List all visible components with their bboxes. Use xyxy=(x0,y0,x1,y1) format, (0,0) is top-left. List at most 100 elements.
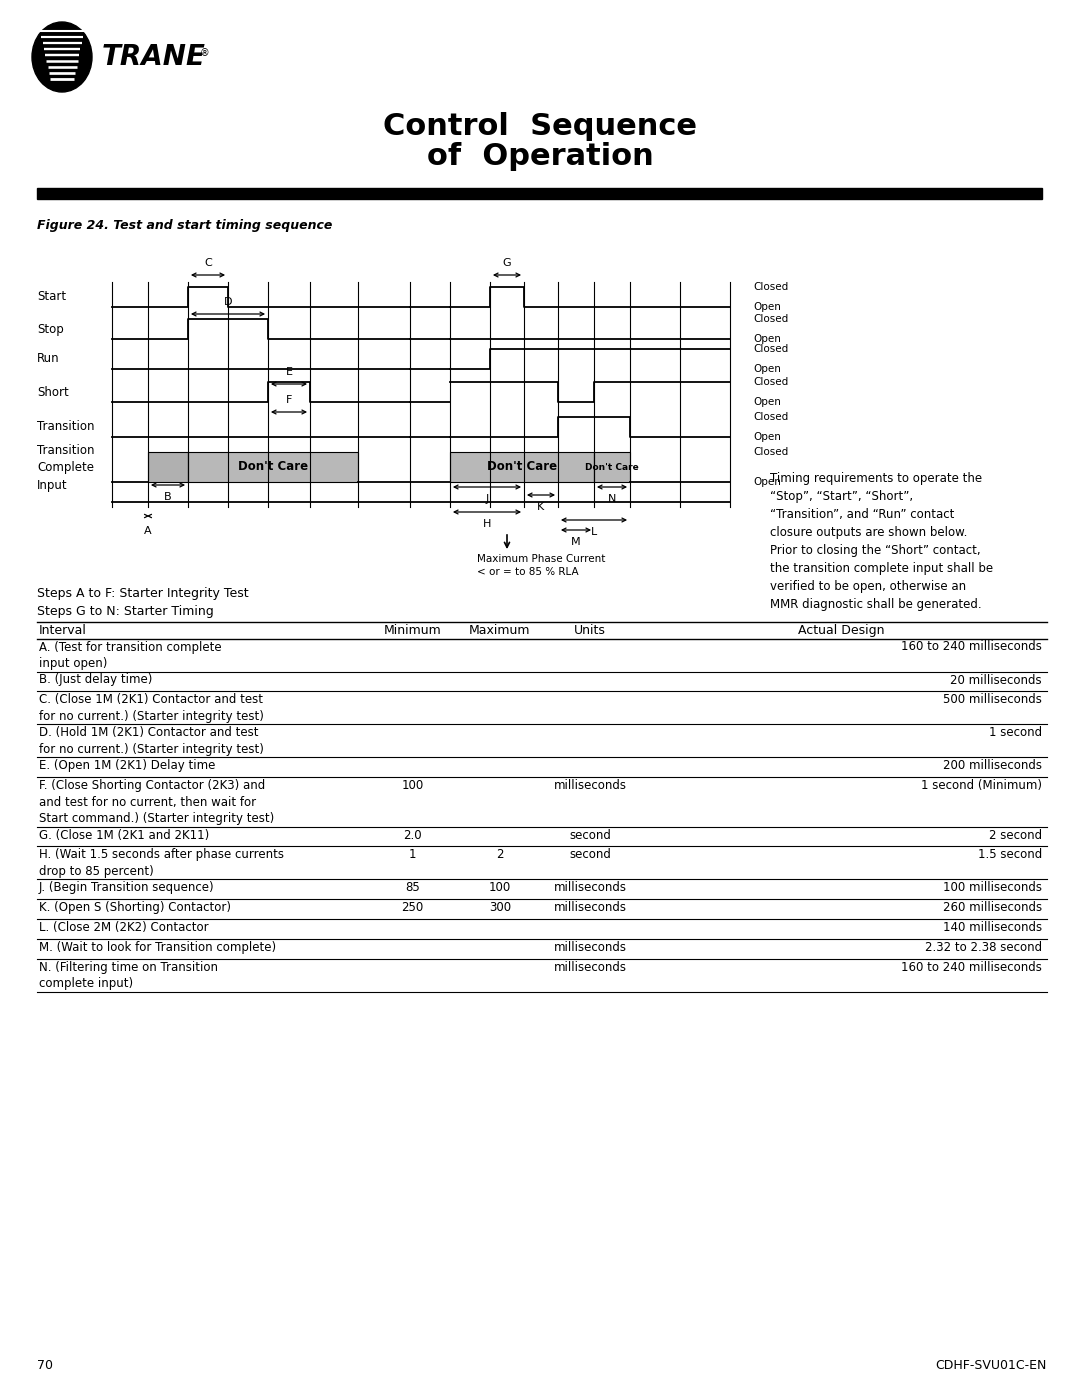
Text: D: D xyxy=(224,298,232,307)
Text: Closed: Closed xyxy=(753,412,788,422)
Text: second: second xyxy=(569,848,611,862)
Text: 160 to 240 milliseconds: 160 to 240 milliseconds xyxy=(901,961,1042,974)
Text: 2.0: 2.0 xyxy=(403,828,422,841)
Text: milliseconds: milliseconds xyxy=(554,961,626,974)
Text: and test for no current, then wait for: and test for no current, then wait for xyxy=(39,796,256,809)
Text: N: N xyxy=(608,495,617,504)
Text: Open: Open xyxy=(753,365,781,374)
Text: C. (Close 1M (2K1) Contactor and test: C. (Close 1M (2K1) Contactor and test xyxy=(39,693,264,707)
Text: A. (Test for transition complete: A. (Test for transition complete xyxy=(39,640,221,654)
Text: 300: 300 xyxy=(489,901,511,914)
Text: for no current.) (Starter integrity test): for no current.) (Starter integrity test… xyxy=(39,743,264,756)
Text: E: E xyxy=(285,367,293,377)
Text: G. (Close 1M (2K1 and 2K11): G. (Close 1M (2K1 and 2K11) xyxy=(39,828,210,841)
Text: E. (Open 1M (2K1) Delay time: E. (Open 1M (2K1) Delay time xyxy=(39,760,215,773)
Text: TRANE: TRANE xyxy=(102,43,206,71)
Text: complete input): complete input) xyxy=(39,977,133,990)
Text: Units: Units xyxy=(575,624,606,637)
Text: 20 milliseconds: 20 milliseconds xyxy=(950,673,1042,686)
Text: C: C xyxy=(204,258,212,268)
Bar xyxy=(450,453,594,482)
Text: Start: Start xyxy=(37,291,66,303)
Text: 2 second: 2 second xyxy=(989,828,1042,841)
Text: milliseconds: milliseconds xyxy=(554,780,626,792)
Text: ®: ® xyxy=(200,47,210,59)
Text: for no current.) (Starter integrity test): for no current.) (Starter integrity test… xyxy=(39,710,264,722)
Bar xyxy=(594,453,630,482)
Text: H. (Wait 1.5 seconds after phase currents: H. (Wait 1.5 seconds after phase current… xyxy=(39,848,284,862)
Text: milliseconds: milliseconds xyxy=(554,940,626,954)
Text: B: B xyxy=(164,492,172,502)
Text: 500 milliseconds: 500 milliseconds xyxy=(943,693,1042,707)
Text: F. (Close Shorting Contactor (2K3) and: F. (Close Shorting Contactor (2K3) and xyxy=(39,780,266,792)
Text: 2.32 to 2.38 second: 2.32 to 2.38 second xyxy=(924,940,1042,954)
Text: Steps A to F: Starter Integrity Test: Steps A to F: Starter Integrity Test xyxy=(37,587,248,599)
Text: Open: Open xyxy=(753,302,781,312)
Text: 1: 1 xyxy=(408,848,416,862)
Text: 100 milliseconds: 100 milliseconds xyxy=(943,882,1042,894)
Text: J: J xyxy=(485,495,488,504)
Text: Maximum: Maximum xyxy=(469,624,530,637)
Text: 1 second: 1 second xyxy=(989,726,1042,739)
Text: Open: Open xyxy=(753,476,781,488)
Text: L. (Close 2M (2K2) Contactor: L. (Close 2M (2K2) Contactor xyxy=(39,921,208,935)
Text: 100: 100 xyxy=(489,882,511,894)
Text: K. (Open S (Shorting) Contactor): K. (Open S (Shorting) Contactor) xyxy=(39,901,231,914)
Text: M. (Wait to look for Transition complete): M. (Wait to look for Transition complete… xyxy=(39,940,276,954)
Text: M: M xyxy=(571,536,581,548)
Text: Minimum: Minimum xyxy=(383,624,442,637)
Text: of  Operation: of Operation xyxy=(427,142,653,170)
Text: 160 to 240 milliseconds: 160 to 240 milliseconds xyxy=(901,640,1042,654)
Text: H: H xyxy=(483,520,491,529)
Text: Short: Short xyxy=(37,386,69,398)
Text: input open): input open) xyxy=(39,657,107,671)
Text: 140 milliseconds: 140 milliseconds xyxy=(943,921,1042,935)
Text: Actual Design: Actual Design xyxy=(798,624,885,637)
Text: 1.5 second: 1.5 second xyxy=(977,848,1042,862)
Text: Open: Open xyxy=(753,334,781,344)
Bar xyxy=(37,189,1042,198)
Text: Start command.) (Starter integrity test): Start command.) (Starter integrity test) xyxy=(39,812,274,826)
Text: G: G xyxy=(502,258,511,268)
Text: 85: 85 xyxy=(405,882,420,894)
Text: milliseconds: milliseconds xyxy=(554,901,626,914)
Text: 100: 100 xyxy=(402,780,423,792)
Text: 70: 70 xyxy=(37,1359,53,1372)
Text: K: K xyxy=(538,502,544,511)
Text: 2: 2 xyxy=(496,848,503,862)
Text: Run: Run xyxy=(37,352,59,366)
Ellipse shape xyxy=(32,22,92,92)
Text: 250: 250 xyxy=(402,901,423,914)
Text: 260 milliseconds: 260 milliseconds xyxy=(943,901,1042,914)
Text: 1 second (Minimum): 1 second (Minimum) xyxy=(921,780,1042,792)
Text: Transition: Transition xyxy=(37,420,95,433)
Text: Don't Care: Don't Care xyxy=(487,461,557,474)
Text: A: A xyxy=(145,527,152,536)
Text: Closed: Closed xyxy=(753,314,788,324)
Text: Closed: Closed xyxy=(753,282,788,292)
Text: Closed: Closed xyxy=(753,344,788,353)
Text: N. (Filtering time on Transition: N. (Filtering time on Transition xyxy=(39,961,218,974)
Text: Closed: Closed xyxy=(753,447,788,457)
Text: milliseconds: milliseconds xyxy=(554,882,626,894)
Text: Stop: Stop xyxy=(37,323,64,335)
Text: Interval: Interval xyxy=(39,624,86,637)
Text: Input: Input xyxy=(37,479,68,492)
Text: drop to 85 percent): drop to 85 percent) xyxy=(39,865,153,877)
Text: Control  Sequence: Control Sequence xyxy=(383,112,697,141)
Text: Timing requirements to operate the
“Stop”, “Start”, “Short”,
“Transition”, and “: Timing requirements to operate the “Stop… xyxy=(770,472,994,610)
Text: Don't Care: Don't Care xyxy=(585,462,639,472)
Text: Open: Open xyxy=(753,432,781,441)
Text: Complete: Complete xyxy=(37,461,94,474)
Text: Figure 24. Test and start timing sequence: Figure 24. Test and start timing sequenc… xyxy=(37,219,333,232)
Text: L: L xyxy=(591,527,597,536)
Text: Transition: Transition xyxy=(37,444,95,457)
Text: second: second xyxy=(569,828,611,841)
Text: Maximum Phase Current
< or = to 85 % RLA: Maximum Phase Current < or = to 85 % RLA xyxy=(477,555,606,577)
Text: D. (Hold 1M (2K1) Contactor and test: D. (Hold 1M (2K1) Contactor and test xyxy=(39,726,258,739)
Bar xyxy=(188,453,357,482)
Text: Don't Care: Don't Care xyxy=(238,461,308,474)
Text: 200 milliseconds: 200 milliseconds xyxy=(943,760,1042,773)
Text: Closed: Closed xyxy=(753,377,788,387)
Text: F: F xyxy=(286,395,293,405)
